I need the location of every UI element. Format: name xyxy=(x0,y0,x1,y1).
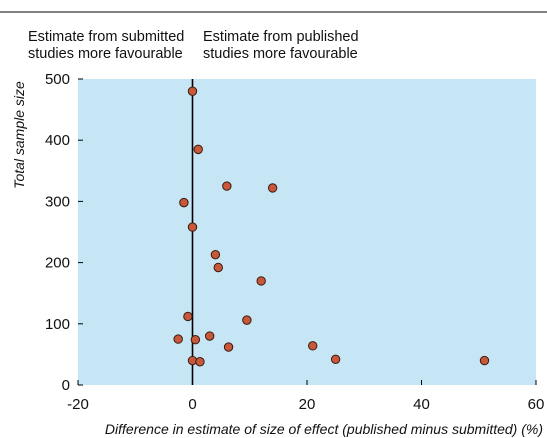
data-point xyxy=(331,355,339,363)
y-tick-label: 200 xyxy=(45,255,70,272)
data-point xyxy=(191,336,199,344)
data-point xyxy=(188,87,196,95)
data-point xyxy=(211,250,219,258)
data-point xyxy=(309,342,317,350)
data-point xyxy=(243,316,251,324)
data-point xyxy=(223,182,231,190)
data-point xyxy=(214,263,222,271)
data-point xyxy=(205,332,213,340)
data-point xyxy=(257,277,265,285)
data-point xyxy=(184,312,192,320)
annotation-left-line-2: studies more favourable xyxy=(28,46,183,62)
x-tick-label: 60 xyxy=(528,396,545,413)
annotation-right-line-2: studies more favourable xyxy=(203,46,358,62)
x-tick-label: -20 xyxy=(67,396,89,413)
data-point xyxy=(480,356,488,364)
y-tick-label: 100 xyxy=(45,316,70,333)
data-point xyxy=(224,343,232,351)
y-tick-label: 400 xyxy=(45,132,70,149)
x-tick-label: 40 xyxy=(413,396,430,413)
x-axis-label: Difference in estimate of size of effect… xyxy=(105,421,543,437)
annotation-left-line-1: Estimate from submitted xyxy=(28,29,184,45)
data-point xyxy=(196,358,204,366)
y-axis-label: Total sample size xyxy=(11,81,27,189)
data-point xyxy=(180,198,188,206)
y-axis-ticks: 0 100 200 300 400 500 xyxy=(45,71,83,394)
annotation-right-line-1: Estimate from published xyxy=(203,29,359,45)
y-tick-label: 300 xyxy=(45,193,70,210)
x-tick-label: 0 xyxy=(188,396,196,413)
plot-area xyxy=(78,79,536,385)
x-tick-label: 20 xyxy=(299,396,316,413)
y-tick-label: 500 xyxy=(45,71,70,88)
y-tick-label: 0 xyxy=(62,377,70,394)
data-point xyxy=(268,184,276,192)
data-point xyxy=(188,223,196,231)
data-point xyxy=(194,145,202,153)
data-point xyxy=(174,335,182,343)
